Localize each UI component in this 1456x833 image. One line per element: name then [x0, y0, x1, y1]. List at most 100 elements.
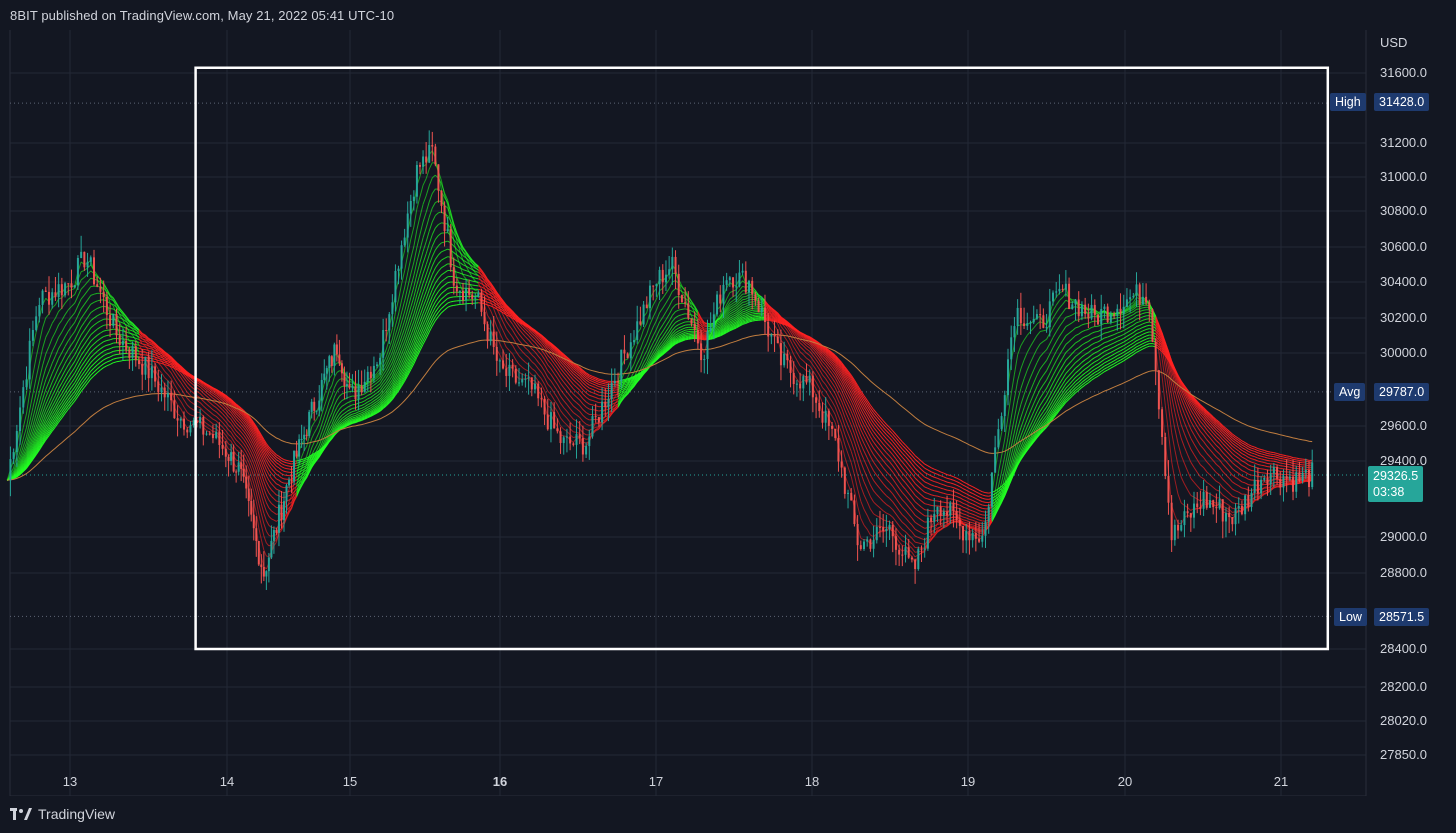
ribbon-ema-segment	[978, 526, 983, 529]
ribbon-ema-segment	[818, 349, 823, 354]
ribbon-ema-segment	[646, 324, 651, 335]
ribbon-ema-segment	[1133, 315, 1137, 319]
ribbon-ema-segment	[783, 336, 788, 342]
ribbon-ema-segment	[837, 400, 843, 409]
ribbon-ema-segment	[51, 355, 56, 364]
ribbon-ema-segment	[238, 437, 242, 441]
ribbon-ema-segment	[431, 259, 436, 267]
ribbon-ema-segment	[1113, 320, 1118, 323]
ribbon-ema-segment	[1013, 325, 1019, 344]
ribbon-ema-segment	[675, 330, 679, 334]
ribbon-ema-segment	[742, 305, 746, 308]
ribbon-ema-segment	[767, 310, 772, 313]
ribbon-ema-segment	[238, 433, 242, 437]
ribbon-ema-segment	[1026, 346, 1031, 353]
ribbon-ema-segment	[48, 406, 53, 414]
ribbon-ema-segment	[1212, 453, 1217, 458]
ribbon-ema-segment	[885, 457, 890, 462]
ribbon-ema-segment	[240, 435, 245, 440]
ribbon-ema-segment	[496, 316, 501, 324]
ribbon-ema-segment	[1030, 369, 1035, 378]
ribbon-ema-segment	[1026, 362, 1031, 371]
ribbon-ema-segment	[96, 313, 101, 317]
ribbon-ema-segment	[1286, 479, 1290, 482]
ribbon-ema-segment	[1026, 430, 1031, 438]
ribbon-ema-segment	[35, 422, 40, 432]
ribbon-ema-segment	[129, 326, 133, 329]
ribbon-ema-segment	[484, 279, 488, 284]
ribbon-ema-segment	[1042, 360, 1047, 365]
ribbon-ema-segment	[863, 469, 868, 478]
ribbon-ema-segment	[298, 478, 302, 482]
ribbon-ema-segment	[331, 412, 335, 420]
ribbon-ema-segment	[636, 339, 641, 346]
ribbon-ema-segment	[1123, 328, 1128, 331]
ribbon-ema-segment	[879, 456, 884, 461]
ribbon-ema-segment	[109, 302, 114, 305]
ribbon-ema-segment	[572, 379, 577, 384]
ribbon-ema-segment	[38, 390, 44, 403]
ribbon-ema-segment	[1270, 486, 1275, 490]
ribbon-ema-segment	[373, 377, 378, 381]
ribbon-ema-segment	[431, 267, 436, 275]
ribbon-ema-segment	[739, 293, 743, 298]
ribbon-ema-segment	[544, 396, 549, 407]
ribbon-ema-segment	[1088, 344, 1092, 348]
ribbon-ema-segment	[250, 439, 255, 445]
ribbon-ema-segment	[563, 428, 568, 432]
ribbon-ema-segment	[13, 465, 18, 474]
ribbon-ema-segment	[649, 316, 654, 325]
ribbon-ema-segment	[572, 399, 577, 404]
ribbon-ema-segment	[537, 374, 542, 380]
ribbon-ema-segment	[662, 326, 667, 332]
ribbon-ema-segment	[569, 428, 574, 433]
ribbon-ema-segment	[19, 451, 24, 461]
ribbon-ema-segment	[901, 514, 906, 519]
ribbon-ema-segment	[1299, 481, 1303, 484]
ribbon-ema-segment	[398, 312, 403, 325]
ribbon-ema-segment	[1046, 333, 1051, 340]
ribbon-ema-segment	[422, 212, 427, 223]
ribbon-ema-segment	[563, 381, 568, 387]
ribbon-ema-segment	[509, 319, 514, 325]
ribbon-ema-segment	[1180, 413, 1185, 423]
ribbon-ema-segment	[26, 436, 31, 448]
ribbon-ema-segment	[1216, 472, 1220, 476]
ribbon-ema-segment	[1180, 502, 1185, 506]
ribbon-ema-segment	[978, 529, 983, 532]
ribbon-ema-segment	[398, 348, 403, 358]
ribbon-ema-segment	[106, 295, 111, 300]
ribbon-ema-segment	[19, 455, 24, 464]
ribbon-ema-segment	[815, 359, 820, 365]
ribbon-ema-segment	[873, 480, 878, 485]
ribbon-ema-segment	[260, 495, 265, 505]
ribbon-ema-segment	[515, 324, 520, 330]
ribbon-ema-segment	[22, 427, 27, 440]
ribbon-ema-segment	[512, 337, 517, 344]
ribbon-ema-segment	[921, 550, 925, 552]
ribbon-ema-segment	[245, 452, 250, 458]
ribbon-ema-segment	[879, 497, 884, 502]
ribbon-ema-segment	[704, 321, 708, 324]
ribbon-ema-segment	[1248, 478, 1252, 481]
ribbon-ema-segment	[263, 535, 267, 544]
ribbon-ema-segment	[767, 306, 772, 310]
ribbon-ema-segment	[333, 382, 338, 388]
ribbon-ema-segment	[723, 310, 728, 316]
ribbon-ema-segment	[1055, 316, 1060, 323]
ribbon-ema-segment	[1209, 449, 1214, 454]
ribbon-ema-segment	[428, 256, 433, 266]
ribbon-ema-segment	[1133, 311, 1137, 315]
ribbon-ema-segment	[809, 365, 814, 372]
ribbon-ema-segment	[748, 301, 753, 303]
ribbon-ema-segment	[462, 260, 467, 267]
ribbon-ema-segment	[1052, 360, 1057, 368]
ribbon-ema-segment	[911, 543, 916, 548]
ribbon-ema-segment	[719, 324, 724, 328]
ribbon-ema-segment	[339, 414, 343, 419]
ribbon-ema-segment	[26, 450, 31, 459]
ribbon-ema-segment	[370, 397, 375, 401]
ribbon-ema-segment	[71, 354, 76, 360]
ribbon-ema-segment	[311, 422, 315, 428]
